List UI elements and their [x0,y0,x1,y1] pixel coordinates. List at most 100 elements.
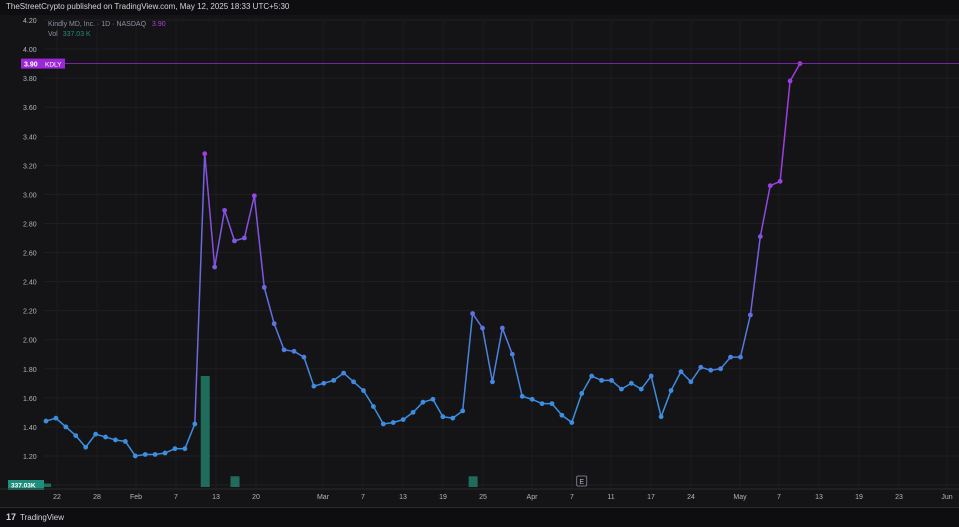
price-line-segment [749,236,762,316]
y-tick-label: 3.00 [23,192,37,199]
price-point [440,414,446,420]
x-tick-label: 7 [570,494,574,501]
x-tick-label: May [733,494,747,501]
price-chart[interactable]: 4.20 4.00 3.80 3.60 3.40 3.20 3.00 2.80 2.60 2.40… [0,15,959,507]
price-point [499,325,505,331]
price-line-segment [501,327,513,355]
x-tick-label: 19 [439,494,447,501]
x-tick-label: Jun [941,494,952,501]
x-tick-label: 24 [687,494,695,501]
price-point [678,369,684,375]
price-line-segment [779,80,791,182]
price-line-segment [243,195,256,239]
price-point [152,452,158,457]
attribution-text: TheStreetCrypto published on TradingView… [6,2,290,11]
price-point [728,354,733,360]
price-line-segment [124,440,136,457]
price-line-segment [491,327,504,382]
price-point [113,437,118,443]
tradingview-logo-icon[interactable]: 17 [6,512,17,522]
price-point [172,446,178,452]
volume-bar [42,483,51,487]
y-tick-label: 2.80 [23,221,37,228]
price-point [63,424,69,430]
price-point [182,446,188,452]
volume-bar [468,476,478,487]
volume-bar [230,476,240,487]
price-line-segment [511,354,523,397]
price-line-segment [481,327,494,382]
price-line-segment [690,366,702,383]
y-tick-label: 2.00 [23,338,37,345]
footer-bar: 17 TradingView [0,507,959,527]
price-tag-ticker: KDLY [45,62,62,69]
symbol-description: Kindly MD, Inc. · 1D · NASDAQ [48,21,147,28]
price-line-segment [660,390,672,417]
price-point [400,417,406,423]
volume-tag [8,480,44,490]
price-point [321,380,327,386]
x-tick-label: 19 [855,494,863,501]
price-line-segment [273,323,285,351]
price-point [638,386,644,392]
price-line-segment [432,398,444,418]
x-tick-label: 17 [647,494,655,501]
price-point [410,409,416,415]
price-tag-value: 3.90 [24,62,38,69]
price-line-segment [670,371,682,391]
price-point [668,388,674,393]
price-line-segment [461,313,474,411]
price-point [390,420,396,425]
price-line-segment [759,185,771,237]
price-point [549,401,555,407]
y-tick-label: 3.20 [23,163,37,170]
price-line-segment [581,375,593,394]
x-tick-label: Feb [130,494,142,501]
price-point [599,377,604,383]
price-point [43,418,49,424]
earnings-marker [576,475,588,487]
x-tick-label: 23 [895,494,903,501]
price-point [757,234,763,239]
price-point [529,396,535,402]
y-tick-label: 3.60 [23,105,37,112]
x-tick-label: 28 [93,494,101,501]
price-point [301,354,307,360]
price-point [589,373,595,379]
price-point [708,367,714,373]
price-point [470,311,476,316]
price-line-segment [213,210,226,268]
price-point [242,235,247,241]
attribution-bar: TheStreetCrypto published on TradingView… [0,0,959,16]
volume-label: Vol [48,31,58,38]
tradingview-brand[interactable]: TradingView [20,513,65,522]
price-point [579,391,585,396]
price-line-segment [720,356,732,370]
y-tick-label: 4.20 [23,18,37,25]
y-tick-label: 2.60 [23,251,37,258]
legend-last-price: 3.90 [151,21,166,28]
price-point [569,420,575,425]
x-tick-label: 22 [53,494,61,501]
x-tick-label: 7 [174,494,178,501]
price-point [132,453,138,459]
price-point [519,393,525,399]
price-point [609,377,614,383]
price-point [291,348,297,354]
price-point [420,399,426,405]
chart-area[interactable]: 4.20 4.00 3.80 3.60 3.40 3.20 3.00 2.80 2.60 2.40… [0,15,959,507]
price-point [53,415,59,421]
price-point [341,370,347,376]
price-line-segment [303,356,315,387]
y-tick-label: 3.80 [23,76,37,83]
price-point [747,312,753,318]
volume-bar [200,376,210,487]
price-point [559,412,565,418]
price-line-segment [372,406,384,425]
price-point [271,321,277,327]
price-point [73,433,79,438]
price-point [192,421,198,427]
y-tick-label: 1.60 [23,396,37,403]
price-line-segment [203,153,216,268]
earnings-marker-label: E [579,479,584,486]
